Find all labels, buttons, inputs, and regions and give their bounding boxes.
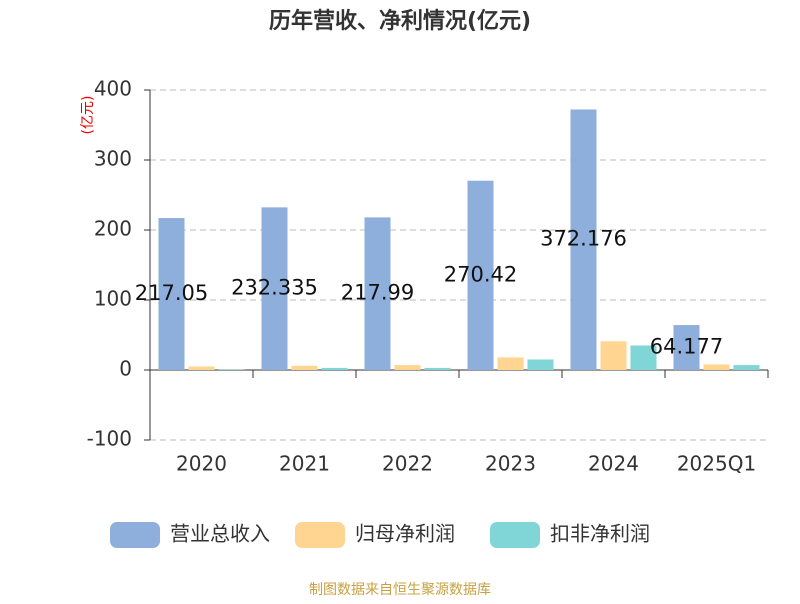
y-tick-label: -100 <box>87 427 132 451</box>
legend-label: 扣非净利润 <box>550 522 650 546</box>
bar <box>292 366 318 370</box>
bar <box>528 360 554 371</box>
y-tick-label: 100 <box>94 287 132 311</box>
bar <box>498 357 524 370</box>
y-tick-label: 400 <box>94 77 132 101</box>
source-note: 制图数据来自恒生聚源数据库 <box>309 582 491 598</box>
legend-swatch <box>490 522 540 548</box>
data-label: 270.42 <box>444 262 517 286</box>
y-tick-label: 0 <box>119 357 132 381</box>
data-label: 217.99 <box>341 281 414 305</box>
bar <box>704 364 730 370</box>
bar <box>425 368 451 370</box>
y-tick-label: 300 <box>94 147 132 171</box>
bar <box>189 367 215 371</box>
bar <box>734 365 760 370</box>
legend-swatch <box>110 522 160 548</box>
chart-title: 历年营收、净利情况(亿元) <box>269 8 531 34</box>
bar <box>322 368 348 370</box>
x-tick-label: 2020 <box>176 452 227 476</box>
bar <box>395 365 421 370</box>
data-label: 64.177 <box>650 335 723 359</box>
legend-label: 营业总收入 <box>170 522 270 546</box>
bar <box>601 341 627 370</box>
data-label: 217.05 <box>135 281 208 305</box>
legend-label: 归母净利润 <box>355 522 455 546</box>
y-axis-label: (亿元) <box>80 96 96 135</box>
x-tick-label: 2024 <box>588 452 639 476</box>
data-label: 372.176 <box>540 227 627 251</box>
x-tick-label: 2022 <box>382 452 433 476</box>
x-tick-label: 2025Q1 <box>677 452 756 476</box>
data-label: 232.335 <box>231 276 318 300</box>
y-tick-label: 200 <box>94 217 132 241</box>
x-tick-label: 2021 <box>279 452 330 476</box>
x-tick-label: 2023 <box>485 452 536 476</box>
legend-swatch <box>295 522 345 548</box>
